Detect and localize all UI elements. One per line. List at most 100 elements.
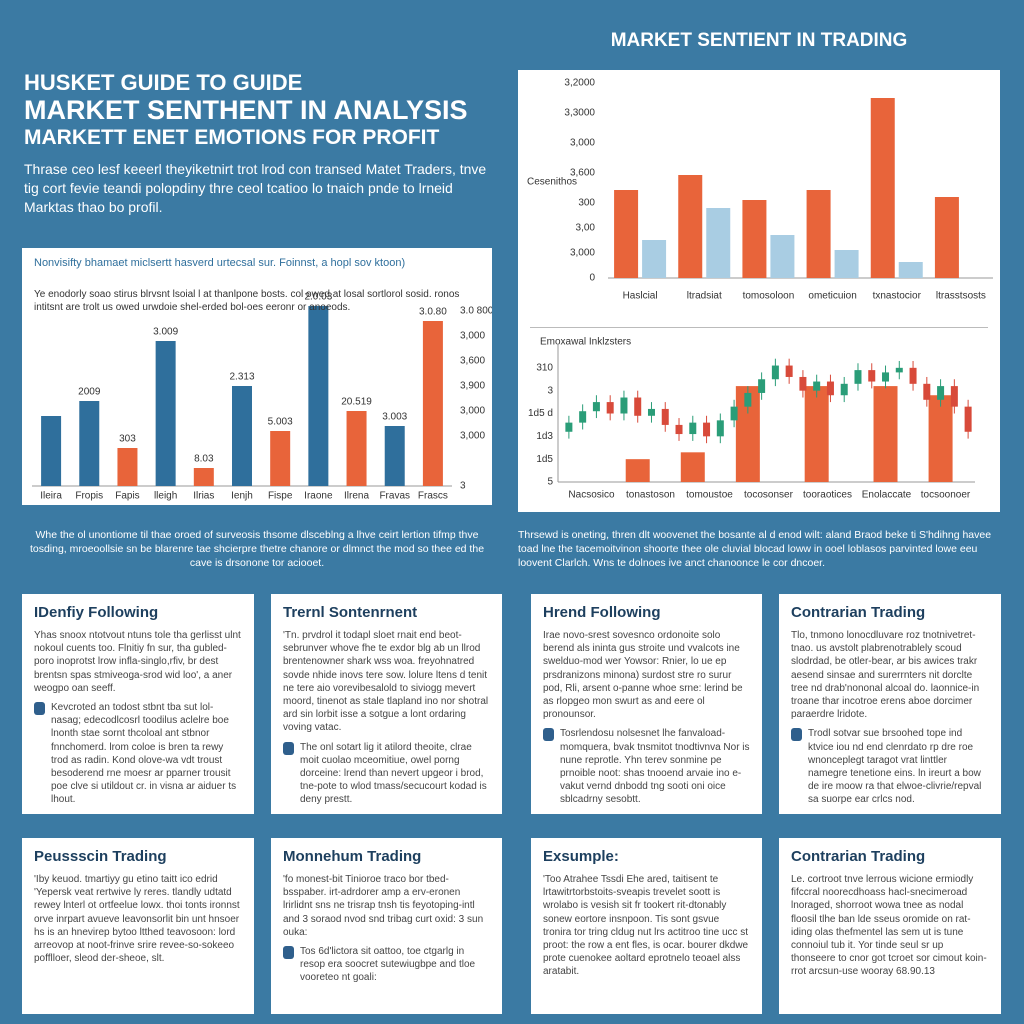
x-tick-label: ometicuion <box>808 291 856 302</box>
bar <box>232 386 252 486</box>
divider <box>530 327 988 328</box>
bar-annotation: 20.519 <box>341 397 372 408</box>
y-axis-label: Cesenithos <box>527 177 577 188</box>
x-tick-label: Frascs <box>418 491 448 502</box>
x-tick-label: Fapis <box>115 491 139 502</box>
card: Hrend Following Irae novo-srest sovesnco … <box>531 594 762 814</box>
bar <box>928 395 953 482</box>
bar <box>934 197 959 278</box>
candle-body <box>579 411 587 423</box>
kicker: HUSKET GUIDE TO GUIDE <box>24 70 303 95</box>
chart-title: Emoxawal Inklzsters <box>540 337 631 348</box>
bar <box>308 306 329 486</box>
chart-title: Nonvisifty bhamaet miclsertt hasverd urt… <box>34 257 406 269</box>
card: Monnehum Trading 'fo monest-bit Tinioroe … <box>271 838 502 1014</box>
x-tick-label: lleigh <box>154 491 177 502</box>
y-tick-label: 5 <box>547 477 553 488</box>
card: Peussscin Trading 'Iby keuod. tmartiyy gu… <box>22 838 254 1014</box>
candle-body <box>909 367 917 384</box>
y-tick-label: 3,00 <box>576 223 596 234</box>
bar <box>770 235 795 278</box>
icon <box>34 701 45 715</box>
card-text: 'Tn. prvdrol it todapl sloet rnait end b… <box>283 630 489 734</box>
x-tick-label: ltrasstsosts <box>936 291 986 302</box>
x-tick-label: Ilrias <box>193 491 214 502</box>
y-tick-label: 3,000 <box>570 138 595 149</box>
x-tick-label: tooraotices <box>803 490 852 501</box>
candle-body <box>950 386 958 407</box>
x-tick-label: Nacsosico <box>568 490 615 501</box>
x-tick-label: tomoustoe <box>686 490 733 501</box>
bar <box>155 341 176 486</box>
y-tick-label: 3 <box>460 481 466 492</box>
bar <box>706 208 731 278</box>
chart-panel: 3 3,000 3,000 3,900 3,600 3,000 3.0 800 Ileira F… <box>22 248 492 505</box>
candle-body <box>868 370 876 382</box>
candle-body <box>895 367 903 373</box>
bar <box>384 426 405 486</box>
candle-body <box>565 422 573 432</box>
x-tick-label: Fispe <box>268 491 293 502</box>
card-title: Hrend Following <box>543 604 661 621</box>
card-title: IDenfiy Following <box>34 604 159 621</box>
y-tick-label: 1d3 <box>536 431 553 442</box>
caption: Thrsewd is oneting, thren dlt woovenet t… <box>518 529 992 570</box>
x-tick-label: ltradsiat <box>687 291 722 302</box>
bar-annotation: 303 <box>119 434 136 445</box>
x-tick-label: Ilrena <box>344 491 369 502</box>
card-title: Exsumple: <box>543 848 619 865</box>
chart: 3 3,000 3,000 3,900 3,600 3,000 3.0 800 Ileira F… <box>32 292 492 502</box>
candle-body <box>840 383 848 396</box>
icon <box>283 741 294 755</box>
tagline: MARKETT ENET EMOTIONS FOR PROFIT <box>24 126 440 149</box>
card-note-text: Kevcroted an todost stbnt tba sut lol-na… <box>51 701 237 806</box>
y-tick-label: 3 <box>547 385 553 396</box>
chart-subtitle: Ye enodorly soao stirus blrvsnt lsoial l… <box>34 289 460 313</box>
card: Contrarian Trading Tlo, tnmono lonocdluva… <box>779 594 1001 814</box>
chart: 0 3,000 3,00 300 3,600 3,000 3,3000 3,2000 Cesen… <box>527 78 993 302</box>
candle-body <box>785 365 793 377</box>
bar-annotation: 2.0.03 <box>304 292 332 303</box>
bar <box>422 321 443 486</box>
bar <box>117 448 138 486</box>
card-note-text: Trodl sotvar sue brsoohed tope ind ktvic… <box>808 728 982 806</box>
card-text: 'Iby keuod. tmartiyy gu etino taitt ico … <box>34 874 240 965</box>
candle-body <box>813 381 821 391</box>
y-tick-label: 3,000 <box>460 431 485 442</box>
card: IDenfiy Following Yhas snoox ntotvout ntu… <box>22 594 254 814</box>
y-tick-label: 3,600 <box>570 168 595 179</box>
bar <box>898 262 923 278</box>
candle-body <box>758 379 766 393</box>
card-title: Trernl Sontenrnent <box>283 604 418 621</box>
candle-body <box>799 376 807 391</box>
y-tick-label: 310 <box>536 362 553 373</box>
candle-body <box>634 397 642 416</box>
card-note-text: Tos 6d'lictora sit oattoo, toe ctgarlg i… <box>300 945 476 984</box>
title: MARKET SENTHENT IN ANALYSIS <box>24 95 468 125</box>
chart: 5 1d5 1d3 1d5 d 3 310 Emoxawal Inklzsters Nacso… <box>528 337 975 501</box>
bar-annotation: 2.313 <box>229 372 254 383</box>
bar <box>806 190 831 278</box>
bar <box>873 386 898 482</box>
card-text: 'Too Atrahee Tssdi Ehe ared, taitisent t… <box>543 874 749 978</box>
candle-body <box>620 397 628 414</box>
bar-annotation: 5.003 <box>268 417 293 428</box>
x-tick-label: Iraone <box>304 491 333 502</box>
y-tick-label: 3.0 800 <box>460 306 492 317</box>
icon <box>543 728 554 742</box>
card-note-text: Tosrlendosu nolsesnet lhe fanvaload-momq… <box>560 728 750 806</box>
x-tick-label: tocsoonoer <box>921 490 971 501</box>
y-tick-label: 1d5 <box>536 454 553 465</box>
y-tick-label: 3,600 <box>460 356 485 367</box>
card-note-text: The onl sotart lig it atilord theoite, c… <box>300 741 487 806</box>
bar <box>642 240 667 278</box>
card-note: Kevcroted an todost stbnt tba sut lol-na… <box>34 701 242 807</box>
card-note: The onl sotart lig it atilord theoite, c… <box>283 741 490 807</box>
card-title: Contrarian Trading <box>791 604 926 621</box>
bar <box>678 175 703 278</box>
card-title: Peussscin Trading <box>34 848 167 865</box>
icon <box>283 945 294 959</box>
bar <box>614 190 639 278</box>
candle-body <box>744 392 752 407</box>
